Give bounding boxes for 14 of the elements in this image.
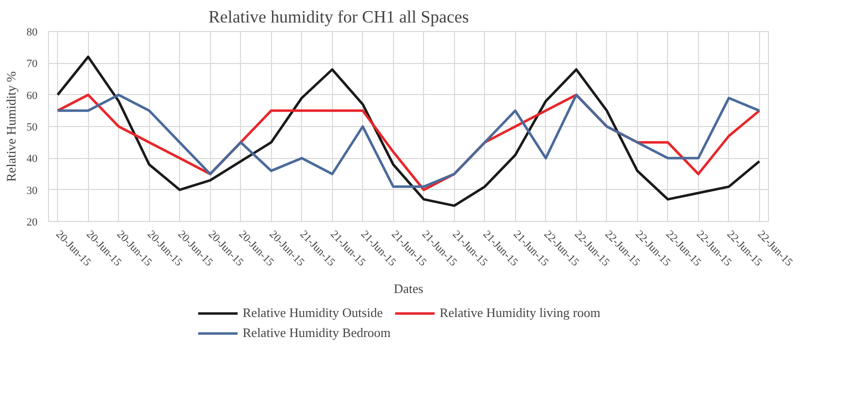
legend-label: Relative Humidity Bedroom: [242, 325, 391, 341]
y-tick-label: 40: [26, 153, 38, 166]
legend-label: Relative Humidity living room: [440, 305, 600, 321]
y-tick-label: 80: [26, 26, 38, 38]
y-tick-label: 60: [26, 90, 38, 102]
y-tick-label: 50: [26, 122, 38, 134]
legend-label: Relative Humidity Outside: [242, 305, 383, 321]
y-tick-label: 30: [26, 184, 38, 197]
x-axis-title: Dates: [394, 280, 424, 296]
y-axis-title: Relative Humidity %: [4, 71, 18, 182]
line-series: [56, 56, 761, 207]
chart-title: Relative humidity for CH1 all Spaces: [208, 8, 470, 26]
y-tick-label: 20: [26, 216, 38, 228]
y-tick-label: 70: [26, 58, 38, 70]
